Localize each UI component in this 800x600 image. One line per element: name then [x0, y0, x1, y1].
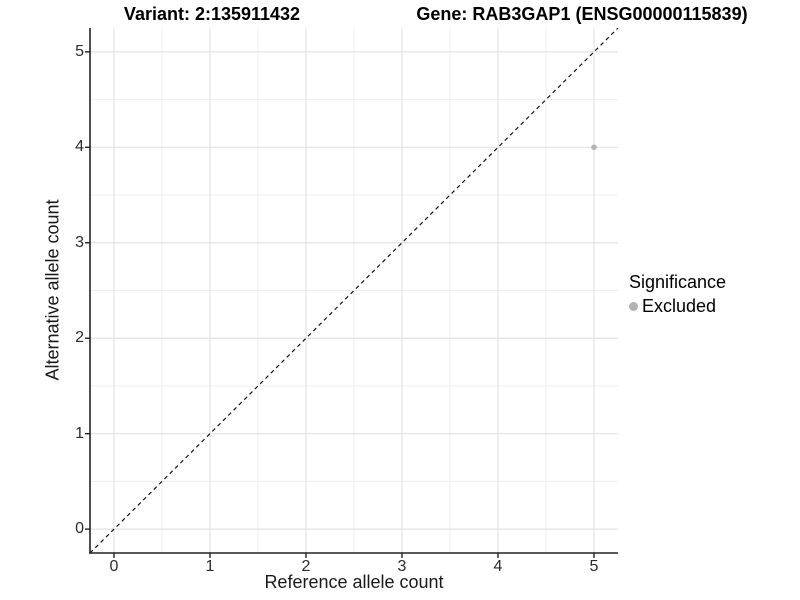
y-tick-label: 1 [75, 424, 84, 442]
y-tick-label: 3 [75, 233, 84, 251]
legend-title: Significance [629, 272, 727, 292]
data-point [591, 144, 597, 151]
x-tick-label: 4 [493, 558, 503, 575]
y-axis-title: Alternative allele count [42, 199, 63, 381]
variant-title: Variant: 2:135911432 [123, 4, 301, 24]
x-tick-label: 3 [397, 558, 407, 575]
x-tick-label: 2 [301, 558, 311, 575]
legend-item-excluded: Excluded [629, 296, 779, 317]
x-axis-title: Reference allele count [264, 572, 444, 592]
gene-title: Gene: RAB3GAP1 (ENSG00000115839) [416, 4, 748, 24]
y-tick-label: 2 [75, 329, 84, 347]
x-tick-label: 0 [109, 558, 119, 575]
y-tick-label: 5 [75, 42, 84, 60]
y-tick-label: 0 [75, 520, 84, 538]
excluded-point-icon [629, 302, 638, 311]
x-tick-label: 1 [205, 558, 215, 575]
legend: Significance Excluded [629, 272, 779, 317]
x-tick-label: 5 [589, 558, 599, 575]
legend-item-label: Excluded [642, 296, 717, 316]
y-tick-label: 4 [75, 138, 84, 156]
